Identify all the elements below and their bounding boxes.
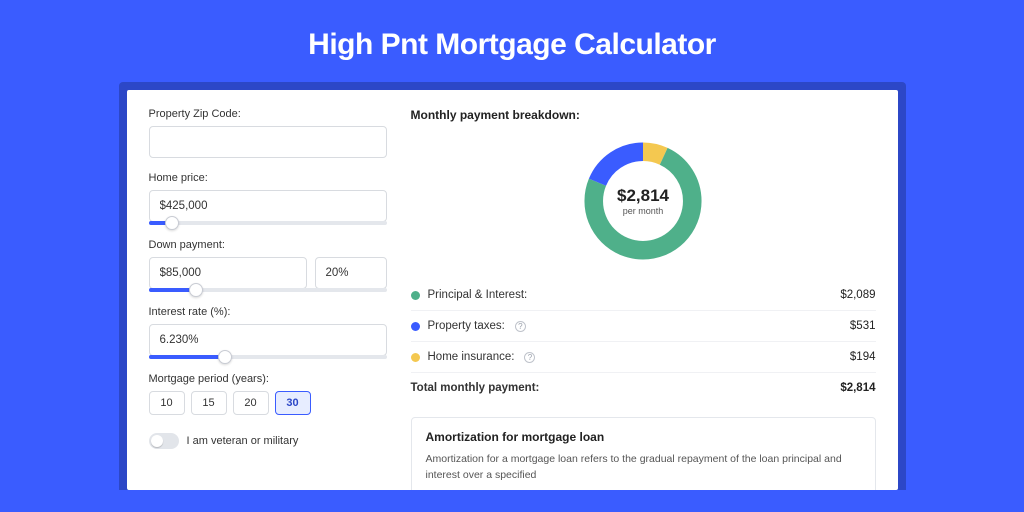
legend-row: Principal & Interest: $2,089 [411, 280, 876, 310]
legend-dot [411, 322, 420, 331]
legend-total-row: Total monthly payment: $2,814 [411, 372, 876, 403]
donut-amount: $2,814 [617, 186, 669, 206]
breakdown-title: Monthly payment breakdown: [411, 108, 876, 122]
period-field: Mortgage period (years): 10152030 [149, 373, 387, 415]
veteran-row: I am veteran or military [149, 433, 387, 449]
interest-rate-slider-fill [149, 355, 225, 359]
legend-value: $531 [850, 320, 876, 332]
info-icon[interactable]: ? [515, 321, 526, 332]
legend-value: $2,089 [840, 289, 875, 301]
interest-rate-slider-thumb[interactable] [218, 350, 232, 364]
donut-sub: per month [617, 206, 669, 216]
zip-input[interactable] [149, 126, 387, 158]
down-payment-label: Down payment: [149, 239, 387, 251]
info-icon[interactable]: ? [524, 352, 535, 363]
legend-row: Property taxes:? $531 [411, 310, 876, 341]
down-payment-amount-input[interactable] [149, 257, 307, 289]
home-price-slider[interactable] [149, 221, 387, 225]
period-label: Mortgage period (years): [149, 373, 387, 385]
legend-total-label: Total monthly payment: [411, 382, 540, 394]
amortization-text: Amortization for a mortgage loan refers … [426, 452, 861, 484]
payment-donut: $2,814 per month [578, 136, 708, 266]
interest-rate-slider[interactable] [149, 355, 387, 359]
period-option-10[interactable]: 10 [149, 391, 185, 415]
home-price-input[interactable] [149, 190, 387, 222]
amortization-title: Amortization for mortgage loan [426, 430, 861, 444]
down-payment-slider[interactable] [149, 288, 387, 292]
interest-rate-field: Interest rate (%): [149, 306, 387, 359]
veteran-toggle-knob [151, 435, 163, 447]
card-shadow: Property Zip Code: Home price: Down paym… [119, 82, 906, 490]
period-option-30[interactable]: 30 [275, 391, 311, 415]
legend-total-value: $2,814 [840, 382, 875, 394]
calculator-card: Property Zip Code: Home price: Down paym… [127, 90, 898, 490]
home-price-label: Home price: [149, 172, 387, 184]
period-option-20[interactable]: 20 [233, 391, 269, 415]
amortization-section: Amortization for mortgage loan Amortizat… [411, 417, 876, 490]
legend-row: Home insurance:? $194 [411, 341, 876, 372]
zip-label: Property Zip Code: [149, 108, 387, 120]
page-title: High Pnt Mortgage Calculator [0, 0, 1024, 82]
legend: Principal & Interest: $2,089 Property taxe… [411, 280, 876, 403]
down-payment-percent-input[interactable] [315, 257, 387, 289]
home-price-field: Home price: [149, 172, 387, 225]
interest-rate-input[interactable] [149, 324, 387, 356]
period-option-15[interactable]: 15 [191, 391, 227, 415]
legend-dot [411, 291, 420, 300]
legend-label: Home insurance: [428, 351, 515, 363]
interest-rate-label: Interest rate (%): [149, 306, 387, 318]
home-price-slider-thumb[interactable] [165, 216, 179, 230]
form-column: Property Zip Code: Home price: Down paym… [149, 108, 387, 490]
donut-container: $2,814 per month [411, 130, 876, 280]
down-payment-field: Down payment: [149, 239, 387, 292]
veteran-label: I am veteran or military [187, 435, 299, 447]
period-options: 10152030 [149, 391, 387, 415]
legend-label: Principal & Interest: [428, 289, 528, 301]
down-payment-row [149, 257, 387, 289]
down-payment-slider-thumb[interactable] [189, 283, 203, 297]
zip-field: Property Zip Code: [149, 108, 387, 158]
legend-label: Property taxes: [428, 320, 505, 332]
legend-value: $194 [850, 351, 876, 363]
veteran-toggle[interactable] [149, 433, 179, 449]
donut-center: $2,814 per month [617, 186, 669, 216]
breakdown-column: Monthly payment breakdown: $2,814 per mo… [411, 108, 876, 490]
legend-dot [411, 353, 420, 362]
